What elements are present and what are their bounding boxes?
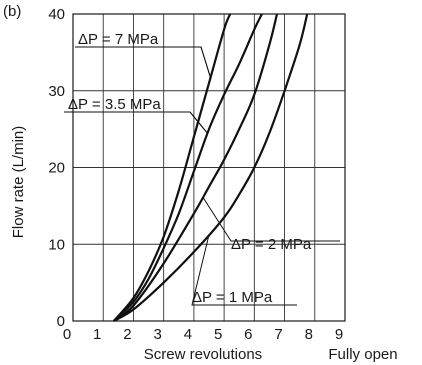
x-tick-label: 2: [123, 326, 131, 343]
annotation-label: ΔP = 7 MPa: [78, 31, 159, 48]
leader-line: [200, 46, 211, 78]
series-line-3: [113, 13, 279, 322]
y-axis-title: Flow rate (L/min): [10, 126, 27, 239]
annotation-label: ΔP = 2 MPa: [231, 236, 312, 253]
leader-line: [64, 111, 208, 134]
annotation-labels: ΔP = 7 MPa ΔP = 3.5 MPa ΔP = 2 MPa ΔP = 1 M…: [68, 31, 312, 306]
x-tick-label: 5: [214, 326, 222, 343]
x-tick-label: 7: [274, 326, 282, 343]
leader-line: [75, 46, 211, 78]
figure-label: (b): [3, 3, 21, 20]
series-line-2: [113, 13, 263, 322]
y-tick-label: 0: [57, 313, 65, 330]
x-tick-label: 9: [335, 326, 343, 343]
x-end-label: Fully open: [328, 346, 397, 363]
leader-line: [191, 234, 297, 306]
series-lines: [112, 13, 309, 322]
series-line-1: [112, 13, 232, 322]
y-tick-label: 20: [48, 160, 65, 177]
series-line-4: [113, 13, 309, 322]
grid: [72, 13, 346, 322]
y-tick-labels: 0 10 20 30 40: [48, 6, 65, 330]
x-tick-label: 3: [153, 326, 161, 343]
y-tick-label: 10: [48, 236, 65, 253]
x-tick-label: 6: [244, 326, 252, 343]
annotation-label: ΔP = 1 MPa: [192, 289, 273, 306]
x-tick-labels: 0 1 2 3 4 5 6 7 8 9: [63, 326, 343, 343]
leader-line: [189, 111, 208, 134]
x-axis-title: Screw revolutions: [144, 346, 262, 363]
x-tick-label: 4: [184, 326, 192, 343]
y-tick-label: 30: [48, 83, 65, 100]
leader-line: [202, 197, 340, 242]
x-tick-label: 0: [63, 326, 71, 343]
annotation-leaders: [64, 46, 340, 306]
y-tick-label: 40: [48, 6, 65, 23]
annotation-label: ΔP = 3.5 MPa: [68, 96, 161, 113]
plot-frame: [72, 13, 346, 322]
x-tick-label: 1: [93, 326, 101, 343]
x-tick-label: 8: [305, 326, 313, 343]
